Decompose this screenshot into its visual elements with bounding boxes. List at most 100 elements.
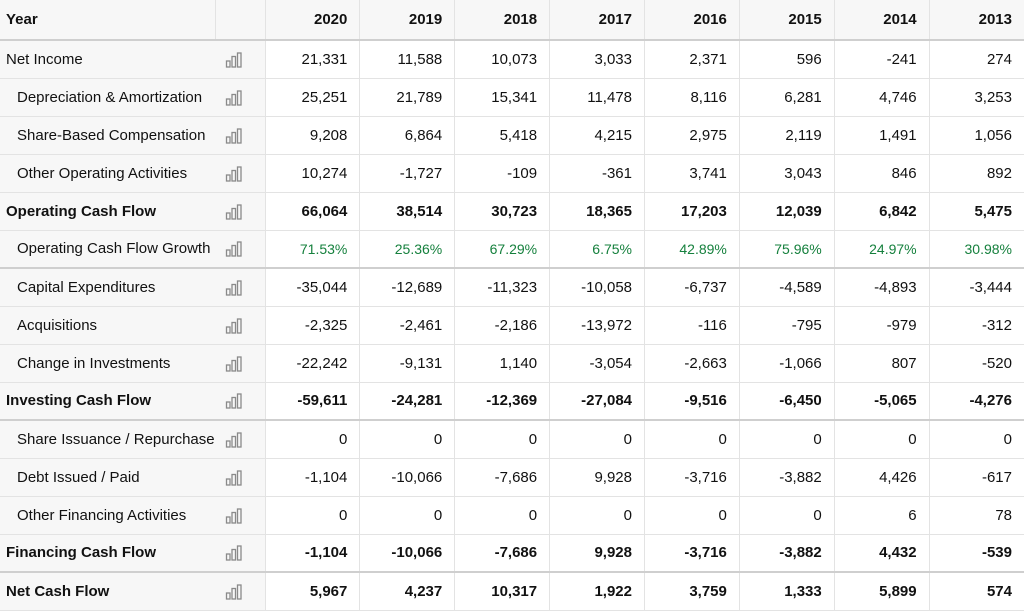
table-cell: -3,054 (549, 344, 645, 383)
table-row: Share-Based Compensation 9,208 6,864 5,418 4… (0, 116, 1024, 155)
bar-chart-icon[interactable] (225, 507, 243, 524)
table-row: Operating Cash Flow Growth 71.53% 25.36% 67… (0, 230, 1024, 269)
table-cell: 6,864 (359, 116, 456, 155)
bar-chart-icon[interactable] (225, 52, 243, 68)
bar-chart-icon[interactable] (225, 165, 243, 182)
table-cell: 0 (265, 420, 361, 459)
table-cell: 0 (359, 420, 456, 459)
bar-chart-icon[interactable] (225, 127, 243, 144)
table-cell: 12,039 (739, 192, 835, 231)
table-cell: -3,444 (929, 268, 1024, 307)
table-cell: 4,432 (834, 534, 930, 573)
table-cell: 10,317 (454, 572, 551, 611)
table-cell: -7,686 (454, 458, 551, 497)
row-chart-cell (215, 192, 266, 231)
table-cell: -109 (454, 154, 551, 193)
row-label: Acquisitions (0, 306, 215, 345)
table-cell: 3,759 (644, 572, 740, 611)
table-cell: -10,058 (549, 268, 645, 307)
year-header-2015[interactable]: 2015 (739, 0, 835, 41)
bar-chart-icon[interactable] (225, 355, 243, 372)
bar-chart-icon[interactable] (225, 584, 243, 600)
table-row: Change in Investments -22,242 -9,131 1,140-… (0, 344, 1024, 383)
table-body: Net Income 21,331 11,588 10,073 3,033 2,371 59… (0, 40, 1024, 611)
table-cell: 11,478 (549, 78, 645, 117)
year-header-2013[interactable]: 2013 (929, 0, 1024, 41)
row-chart-cell (215, 382, 266, 421)
table-cell: 8,116 (644, 78, 740, 117)
row-chart-cell (215, 306, 266, 345)
table-cell: 21,789 (359, 78, 456, 117)
table-row: Other Financing Activities 0 0 0 0 0 0 6 78 (0, 496, 1024, 535)
bar-chart-icon[interactable] (225, 203, 243, 220)
table-cell: 4,237 (359, 572, 456, 611)
table-cell: 38,514 (359, 192, 456, 231)
table-cell: 4,746 (834, 78, 930, 117)
table-cell: 42.89% (644, 230, 740, 269)
row-chart-cell (215, 40, 266, 79)
table-cell: 1,333 (739, 572, 835, 611)
table-cell: -241 (834, 40, 930, 79)
table-cell: 3,253 (929, 78, 1024, 117)
year-header-2020[interactable]: 2020 (265, 0, 361, 41)
table-cell: 2,975 (644, 116, 740, 155)
table-cell: 6 (834, 496, 930, 535)
year-header-2018[interactable]: 2018 (454, 0, 551, 41)
table-cell: 10,073 (454, 40, 551, 79)
row-chart-cell (215, 116, 266, 155)
bar-chart-icon[interactable] (225, 89, 243, 106)
table-cell: 0 (549, 496, 645, 535)
table-cell: -13,972 (549, 306, 645, 345)
table-cell: -4,893 (834, 268, 930, 307)
table-cell: 6,842 (834, 192, 930, 231)
table-cell: -3,882 (739, 534, 835, 573)
table-cell: -4,589 (739, 268, 835, 307)
table-cell: 596 (739, 40, 835, 79)
row-chart-cell (215, 496, 266, 535)
table-cell: 1,491 (834, 116, 930, 155)
year-header-2017[interactable]: 2017 (549, 0, 645, 41)
bar-chart-icon[interactable] (225, 545, 243, 561)
table-cell: -3,882 (739, 458, 835, 497)
table-cell: -6,737 (644, 268, 740, 307)
bar-chart-icon[interactable] (225, 280, 243, 296)
table-cell: 5,899 (834, 572, 930, 611)
row-chart-cell (215, 534, 266, 573)
year-header-2014[interactable]: 2014 (834, 0, 930, 41)
row-chart-cell (215, 458, 266, 497)
table-cell: 846 (834, 154, 930, 193)
table-cell: 15,341 (454, 78, 551, 117)
table-cell: -27,084 (549, 382, 645, 421)
table-cell: 66,064 (265, 192, 361, 231)
table-cell: -1,104 (265, 458, 361, 497)
table-cell: 10,274 (265, 154, 361, 193)
table-cell: -11,323 (454, 268, 551, 307)
table-cell: 5,967 (265, 572, 361, 611)
table-cell: 0 (454, 496, 551, 535)
table-cell: 0 (739, 420, 835, 459)
table-cell: -12,689 (359, 268, 456, 307)
bar-chart-icon[interactable] (225, 317, 243, 334)
row-chart-cell (215, 78, 266, 117)
bar-chart-icon[interactable] (225, 469, 243, 486)
table-cell: 0 (834, 420, 930, 459)
table-cell: 5,475 (929, 192, 1024, 231)
table-row: Acquisitions -2,325 -2,461 -2,186 -13,972 -11… (0, 306, 1024, 345)
bar-chart-icon[interactable] (225, 432, 243, 448)
table-cell: -4,276 (929, 382, 1024, 421)
table-cell: -59,611 (265, 382, 361, 421)
table-cell: -24,281 (359, 382, 456, 421)
year-header-2016[interactable]: 2016 (644, 0, 740, 41)
header-row: Year 2020 2019 2018 2017 2016 2015 2014 … (0, 0, 1024, 41)
table-row: Net Cash Flow 5,967 4,237 10,317 1,922 3,759 1… (0, 572, 1024, 611)
bar-chart-icon[interactable] (225, 241, 243, 257)
year-header-2019[interactable]: 2019 (359, 0, 456, 41)
table-cell: 17,203 (644, 192, 740, 231)
table-cell: -7,686 (454, 534, 551, 573)
table-cell: 0 (549, 420, 645, 459)
table-cell: 6.75% (549, 230, 645, 269)
table-row: Share Issuance / Repurchase 0 0 0 0 0 0 0 0 (0, 420, 1024, 459)
bar-chart-icon[interactable] (225, 393, 243, 409)
table-cell: 25,251 (265, 78, 361, 117)
